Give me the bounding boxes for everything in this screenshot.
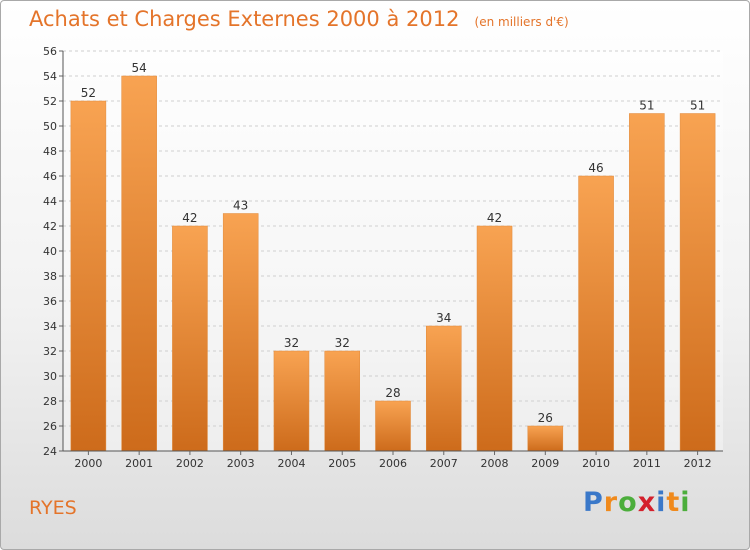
logo-letter: r: [603, 487, 619, 518]
unit-label: (en milliers d'€): [474, 15, 569, 29]
bar-2006: [375, 400, 411, 452]
x-tick-label-2003: 2003: [227, 457, 255, 470]
bar-2004: [273, 350, 310, 452]
data-label-2005: 32: [335, 336, 350, 350]
bar-2010: [578, 175, 614, 452]
bar-2005: [324, 350, 360, 452]
bar-2009: [527, 425, 564, 452]
y-tick-label: 48: [43, 145, 57, 158]
bar-2008: [476, 225, 513, 452]
x-tick-label-2006: 2006: [379, 457, 407, 470]
data-label-2002: 42: [182, 211, 197, 225]
data-label-2010: 46: [588, 161, 603, 175]
data-label-2006: 28: [385, 386, 400, 400]
bar-2001: [121, 75, 157, 452]
y-tick-label: 26: [43, 420, 57, 433]
y-tick-label: 42: [43, 220, 57, 233]
x-tick-label-2005: 2005: [328, 457, 356, 470]
y-tick-label: 34: [43, 320, 57, 333]
x-tick-label-2009: 2009: [531, 457, 559, 470]
logo-letter: P: [583, 487, 604, 518]
y-tick-label: 46: [43, 170, 57, 183]
proxiti-logo: Proxiti: [583, 487, 691, 518]
place-name: RYES: [29, 497, 77, 519]
y-tick-label: 40: [43, 245, 57, 258]
x-tick-label-2011: 2011: [633, 457, 661, 470]
data-label-2007: 34: [436, 311, 451, 325]
bar-2011: [629, 113, 665, 452]
logo-letter: o: [618, 487, 638, 518]
bar-2003: [222, 213, 259, 452]
y-tick-label: 50: [43, 120, 57, 133]
data-label-2011: 51: [639, 99, 654, 113]
bar-layer: 52 54 42 43 32 32 28 34 42 26 46 51 51: [70, 61, 716, 452]
data-label-2008: 42: [487, 211, 502, 225]
x-tick-label-2001: 2001: [125, 457, 153, 470]
x-tick-label-2010: 2010: [582, 457, 610, 470]
data-label-2003: 43: [233, 199, 248, 213]
bar-2002: [172, 225, 208, 452]
y-tick-label: 32: [43, 345, 57, 358]
x-tick-label-2000: 2000: [74, 457, 102, 470]
data-label-2000: 52: [81, 86, 96, 100]
axis-layer: 24 26 28 30 32 34 36 38 40 42 44 46 48 50 52 54 56 2000 20…: [43, 45, 723, 470]
bar-2000: [70, 100, 107, 452]
y-tick-label: 36: [43, 295, 57, 308]
logo-letter: i: [680, 487, 691, 518]
x-tick-label-2002: 2002: [176, 457, 204, 470]
chart-title: Achats et Charges Externes 2000 à 2012: [29, 7, 460, 31]
data-label-2012: 51: [690, 99, 705, 113]
y-tick-label: 52: [43, 95, 57, 108]
x-tick-label-2004: 2004: [277, 457, 305, 470]
logo-letter: i: [656, 487, 667, 518]
data-label-2004: 32: [284, 336, 299, 350]
y-tick-label: 54: [43, 70, 57, 83]
y-tick-label: 24: [43, 445, 57, 458]
logo-letter: x: [637, 487, 657, 518]
y-tick-label: 38: [43, 270, 57, 283]
data-label-2009: 26: [538, 411, 553, 425]
y-tick-label: 30: [43, 370, 57, 383]
y-tick-label: 44: [43, 195, 57, 208]
x-tick-label-2007: 2007: [430, 457, 458, 470]
y-tick-label: 56: [43, 45, 57, 58]
bar-2012: [679, 113, 716, 452]
x-tick-label-2012: 2012: [684, 457, 712, 470]
data-label-2001: 54: [132, 61, 147, 75]
y-tick-label: 28: [43, 395, 57, 408]
x-tick-label-2008: 2008: [481, 457, 509, 470]
bar-2007: [426, 325, 462, 452]
title-row: Achats et Charges Externes 2000 à 2012 (…: [29, 7, 569, 31]
logo-letter: t: [666, 487, 681, 518]
